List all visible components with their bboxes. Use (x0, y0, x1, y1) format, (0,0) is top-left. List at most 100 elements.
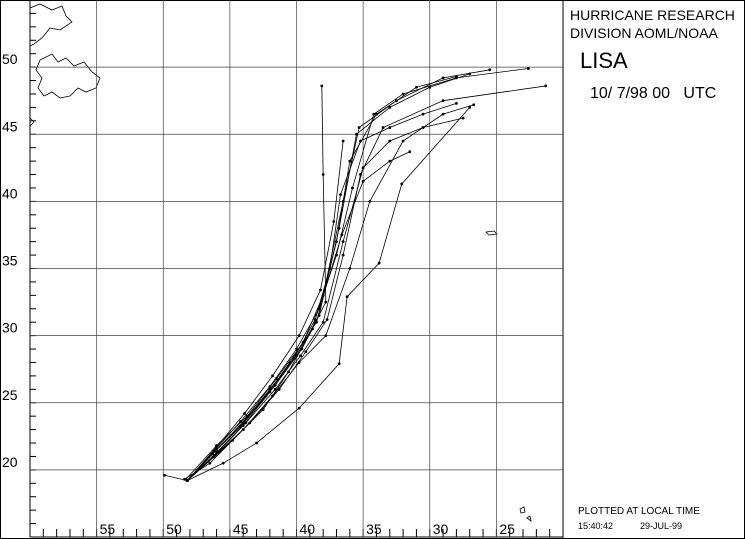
track-point (332, 220, 336, 223)
footer-time: 15:40:42 (578, 521, 613, 531)
track-point (311, 327, 314, 331)
track-point (324, 334, 328, 338)
track-point (271, 394, 274, 398)
track-point (455, 101, 458, 105)
track-point (297, 406, 301, 410)
footer-date: 29-JUL-99 (640, 521, 682, 531)
y-tick-label: 35 (2, 253, 18, 269)
storm-track (186, 68, 529, 481)
coastline (29, 3, 532, 522)
track-point (388, 159, 392, 163)
track-point (221, 461, 225, 465)
track-point (185, 479, 189, 483)
track-point (208, 461, 212, 465)
track-point (348, 159, 352, 163)
track-point (401, 92, 405, 96)
track-point (304, 350, 308, 354)
track-point (324, 300, 328, 304)
storm-track (184, 102, 457, 480)
track-point (341, 139, 345, 143)
track-point (163, 473, 166, 477)
track-point (421, 126, 425, 129)
track-point (441, 76, 445, 80)
track-point (297, 334, 301, 338)
track-point (544, 84, 548, 88)
track-point (395, 99, 398, 103)
track-point (313, 318, 317, 321)
track-point (339, 193, 342, 197)
y-tick-label: 40 (2, 185, 18, 201)
track-point (212, 449, 216, 453)
storm-track (186, 117, 464, 481)
track-point (268, 390, 272, 394)
track-point (241, 428, 245, 431)
track-point (321, 320, 325, 324)
track-point (377, 261, 381, 265)
track-point (271, 374, 274, 378)
x-tick-label: 55 (100, 521, 116, 537)
agency-line: DIVISION AOML/NOAA (570, 25, 718, 41)
track-point (428, 85, 432, 89)
track-point (268, 385, 272, 389)
track-point (273, 387, 277, 391)
track-point (441, 112, 445, 116)
track-point (388, 139, 392, 143)
track-point (255, 441, 258, 445)
track-point (408, 150, 412, 154)
track-point (341, 253, 345, 257)
storm-track (186, 151, 410, 481)
track-point (345, 295, 349, 299)
y-tick-label: 30 (2, 320, 18, 336)
track-point (388, 106, 392, 109)
y-tick-label: 25 (2, 387, 18, 403)
track-point (337, 362, 341, 366)
track-point (441, 99, 445, 103)
track-point (361, 179, 365, 183)
track-point (292, 357, 296, 360)
track-point (472, 103, 476, 107)
x-tick-label: 35 (366, 521, 382, 537)
track-point (351, 186, 354, 190)
track-point (183, 477, 186, 481)
track-point (357, 126, 361, 129)
track-point (455, 76, 458, 80)
track-point (361, 166, 365, 170)
track-point (325, 318, 329, 321)
x-tick-label: 50 (166, 521, 182, 537)
track-point (468, 106, 472, 109)
track-point (295, 347, 298, 351)
track-point (321, 173, 325, 176)
track-point (368, 199, 372, 203)
y-tick-label: 45 (2, 118, 18, 134)
forecast-time: 10/ 7/98 00 UTC (590, 85, 716, 102)
track-point (244, 421, 248, 425)
x-tick-label: 25 (499, 521, 515, 537)
track-point (319, 288, 322, 292)
track-point (415, 85, 418, 89)
track-point (341, 240, 345, 244)
track-point (372, 112, 376, 116)
track-point (348, 267, 352, 270)
track-point (400, 182, 404, 186)
track-point (335, 240, 338, 244)
track-point (261, 408, 265, 411)
track-point (461, 116, 465, 120)
track-point (526, 67, 530, 70)
x-tick-label: 40 (300, 521, 316, 537)
track-point (335, 253, 338, 257)
storm-name: LISA (580, 48, 628, 73)
x-tick-label: 30 (433, 521, 449, 537)
track-point (299, 354, 302, 358)
y-tick-label: 20 (2, 454, 18, 470)
track-point (328, 267, 332, 270)
track-point (359, 139, 362, 143)
track-point (381, 126, 385, 129)
track-point (421, 112, 425, 116)
track-point (320, 84, 324, 88)
track-point (239, 420, 242, 423)
track-point (388, 126, 392, 129)
footer-note: PLOTTED AT LOCAL TIME (578, 506, 700, 517)
track-point (243, 412, 246, 415)
track-point (341, 199, 345, 203)
